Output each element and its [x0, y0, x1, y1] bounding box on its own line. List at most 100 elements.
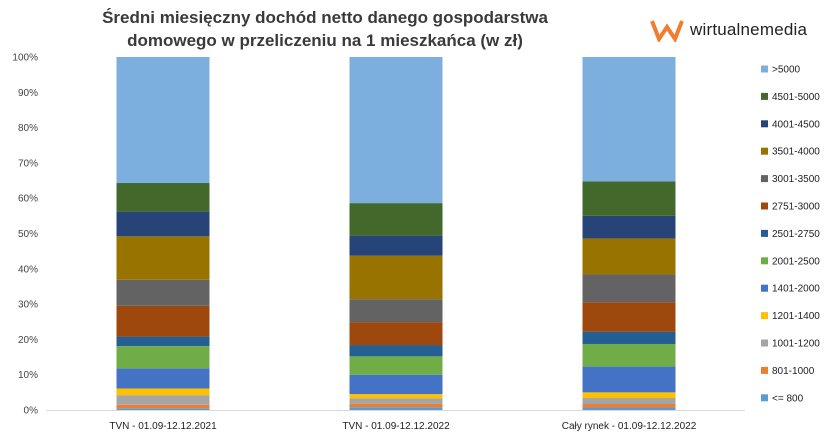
bar-stack-tvn-01-09-12-12-2021 [116, 57, 210, 410]
bar-segment-5000 [582, 57, 676, 182]
legend-swatch [761, 202, 768, 210]
bar-segment-1001-1200 [582, 397, 676, 404]
y-tick-label: 0% [24, 406, 39, 417]
legend-item-1201-1400: 1201-1400 [761, 311, 820, 322]
legend-swatch [761, 394, 768, 402]
legend-item-2001-2500: 2001-2500 [761, 256, 820, 267]
bar-segment-4501-5000 [116, 183, 210, 212]
y-tick-label: 100% [12, 53, 38, 64]
legend-item-1401-2000: 1401-2000 [761, 284, 820, 295]
bar-segment-2001-2500 [349, 356, 443, 375]
bar-segment-1201-1400 [349, 394, 443, 399]
legend-item-3501-4000: 3501-4000 [761, 147, 820, 158]
bar-segment-800 [349, 407, 443, 410]
legend-label: >5000 [772, 65, 801, 76]
bar-segment-2751-3000 [349, 322, 443, 346]
y-tick-label: 40% [18, 264, 38, 275]
legend-item-4001-4500: 4001-4500 [761, 119, 820, 130]
legend: >5000 4501-5000 4001-4500 3501-4000 3001-350… [761, 65, 820, 404]
legend-swatch [761, 92, 768, 100]
legend-swatch [761, 284, 768, 292]
legend-swatch [761, 175, 768, 183]
y-tick-label: 80% [18, 123, 38, 134]
legend-item-3001-3500: 3001-3500 [761, 174, 820, 185]
bar-segment-4001-4500 [582, 215, 676, 239]
x-category-label: TVN - 01.09-12.12.2022 [342, 421, 450, 432]
bar-segment-3501-4000 [582, 238, 676, 275]
legend-item-5000: >5000 [761, 65, 801, 76]
y-tick-label: 30% [18, 300, 38, 311]
legend-label: 1401-2000 [772, 284, 820, 295]
legend-swatch [761, 120, 768, 128]
y-tick-label: 70% [18, 158, 38, 169]
legend-label: 801-1000 [772, 366, 815, 377]
bar-segment-2751-3000 [582, 302, 676, 332]
legend-label: 3501-4000 [772, 147, 820, 158]
logo-text: wirtualnemedia [690, 20, 808, 39]
bar-segment-2001-2500 [582, 343, 676, 367]
legend-swatch [761, 229, 768, 237]
bar-segment-1201-1400 [116, 388, 210, 396]
bar-segment-3501-4000 [349, 255, 443, 300]
legend-swatch [761, 312, 768, 320]
y-tick-label: 90% [18, 88, 38, 99]
bars [116, 57, 676, 410]
bar-segment-2501-2750 [349, 345, 443, 357]
bar-segment-4501-5000 [349, 203, 443, 236]
bar-segment-5000 [349, 57, 443, 204]
legend-label: <= 800 [772, 393, 804, 404]
bar-segment-2751-3000 [116, 305, 210, 337]
x-axis: TVN - 01.09-12.12.2021 TVN - 01.09-12.12.… [109, 421, 696, 432]
legend-swatch [761, 339, 768, 347]
chart-title-line-1: Średni miesięczny dochód netto danego go… [102, 8, 548, 27]
y-tick-label: 20% [18, 335, 38, 346]
bar-segment-1401-2000 [116, 368, 210, 389]
legend-item-800: <= 800 [761, 393, 804, 404]
legend-label: 1001-1200 [772, 339, 820, 350]
bar-segment-801-1000 [116, 404, 210, 409]
bar-segment-800 [582, 407, 676, 410]
bar-segment-5000 [116, 57, 210, 184]
legend-item-2751-3000: 2751-3000 [761, 202, 820, 213]
y-tick-label: 10% [18, 370, 38, 381]
legend-item-4501-5000: 4501-5000 [761, 92, 820, 103]
bar-stack-tvn-01-09-12-12-2022 [349, 57, 443, 410]
legend-swatch [761, 147, 768, 155]
bar-segment-801-1000 [349, 403, 443, 408]
bar-segment-4001-4500 [349, 235, 443, 256]
bar-segment-2501-2750 [582, 331, 676, 344]
y-tick-label: 60% [18, 194, 38, 205]
bar-segment-4501-5000 [582, 181, 676, 216]
y-axis: 0% 10% 20% 30% 40% 50% 60% 70% 80% 90% 100% [12, 53, 745, 417]
y-tick-label: 50% [18, 229, 38, 240]
chart-title: Średni miesięczny dochód netto danego go… [40, 6, 610, 52]
bar-segment-2501-2750 [116, 336, 210, 347]
legend-swatch [761, 65, 768, 73]
logo-mark-icon [650, 20, 684, 42]
bar-segment-800 [116, 408, 210, 410]
legend-item-2501-2750: 2501-2750 [761, 229, 820, 240]
x-category-label: TVN - 01.09-12.12.2021 [109, 421, 217, 432]
bar-segment-1401-2000 [349, 374, 443, 395]
bar-segment-2001-2500 [116, 346, 210, 369]
legend-label: 4001-4500 [772, 119, 820, 130]
bar-segment-4001-4500 [116, 211, 210, 237]
wirtualnemedia-logo: wirtualnemedia [650, 16, 807, 44]
bar-stack-ca-y-rynek-01-09-12-12-2022 [582, 57, 676, 410]
legend-label: 2001-2500 [772, 256, 820, 267]
legend-label: 2501-2750 [772, 229, 820, 240]
bar-segment-1001-1200 [116, 395, 210, 405]
legend-swatch [761, 257, 768, 265]
legend-label: 3001-3500 [772, 174, 820, 185]
bar-segment-801-1000 [582, 403, 676, 408]
bar-segment-1201-1400 [582, 392, 676, 398]
legend-label: 1201-1400 [772, 311, 820, 322]
legend-swatch [761, 366, 768, 374]
legend-label: 4501-5000 [772, 92, 820, 103]
bar-segment-3501-4000 [116, 236, 210, 280]
bar-segment-3001-3500 [349, 299, 443, 323]
legend-item-1001-1200: 1001-1200 [761, 339, 820, 350]
chart-title-line-2: domowego w przeliczeniu na 1 mieszkańca … [127, 31, 523, 50]
bar-segment-1001-1200 [349, 398, 443, 404]
